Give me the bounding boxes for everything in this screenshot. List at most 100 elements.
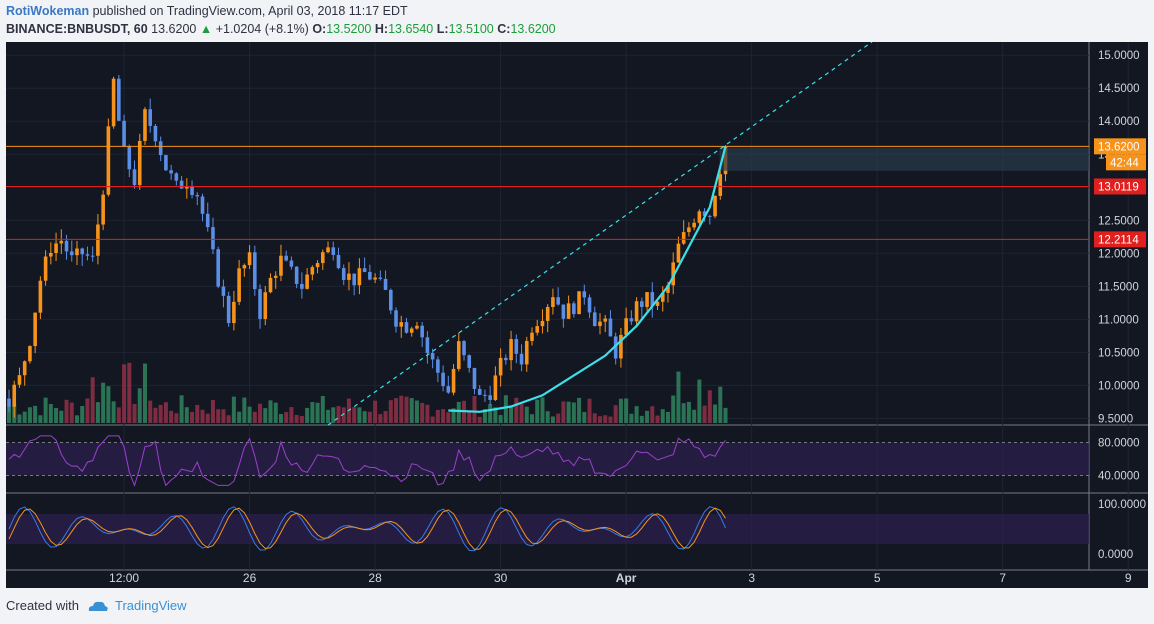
volume-bar xyxy=(80,406,85,423)
candle-body xyxy=(524,340,529,365)
volume-bar xyxy=(566,401,571,423)
candle-body xyxy=(96,224,100,256)
y-tick-label: 10.5000 xyxy=(1098,347,1140,359)
volume-bar xyxy=(263,408,268,423)
volume-bar xyxy=(43,397,48,423)
candle-body xyxy=(22,361,27,376)
volume-bar xyxy=(221,409,226,423)
candle-body xyxy=(702,211,707,216)
volume-bar xyxy=(545,411,550,423)
volume-bar xyxy=(373,400,378,423)
candle-body xyxy=(69,251,74,256)
volume-bar xyxy=(425,404,430,423)
candle-body xyxy=(660,292,665,302)
candle-body xyxy=(619,334,623,359)
candle-body xyxy=(174,173,179,181)
volume-bar xyxy=(692,409,697,423)
candle-body xyxy=(43,256,48,281)
volume-bar xyxy=(122,364,127,423)
candle-body xyxy=(498,357,503,376)
candle-body xyxy=(12,384,17,407)
candle-body xyxy=(650,292,655,306)
volume-bar xyxy=(608,416,613,423)
price-level-label: 13.6200 xyxy=(1098,141,1140,153)
volume-bar xyxy=(550,416,555,423)
volume-bar xyxy=(446,412,451,423)
candle-body xyxy=(645,292,649,307)
volume-bar xyxy=(320,395,325,423)
volume-bar xyxy=(394,398,399,423)
author-link[interactable]: RotiWokeman xyxy=(6,4,90,18)
open-value: 13.5200 xyxy=(326,22,372,36)
volume-bar xyxy=(488,404,493,423)
candle-body xyxy=(137,140,142,186)
rsi-tick-label: 40.0000 xyxy=(1098,471,1140,483)
volume-bar xyxy=(158,404,163,423)
last-price: 13.6200 xyxy=(151,22,197,36)
candle-body xyxy=(592,312,597,327)
candle-body xyxy=(687,227,691,233)
candle-body xyxy=(17,375,22,385)
volume-bar xyxy=(467,411,472,423)
volume-bar xyxy=(556,413,561,423)
volume-bar xyxy=(258,403,263,423)
volume-bar xyxy=(22,411,27,423)
volume-bar xyxy=(665,411,670,423)
candle-body xyxy=(185,186,189,189)
stoch-tick-label: 0.0000 xyxy=(1098,549,1133,561)
candle-body xyxy=(441,372,445,387)
volume-bar xyxy=(645,410,650,423)
volume-bar xyxy=(210,399,215,423)
volume-bar xyxy=(357,407,362,423)
volume-bar xyxy=(273,402,278,423)
volume-bar xyxy=(535,399,540,423)
volume-bar xyxy=(116,407,121,423)
close-label: C: xyxy=(497,22,511,36)
volume-bar xyxy=(482,409,487,423)
volume-bar xyxy=(315,402,320,423)
volume-bar xyxy=(169,410,174,423)
price-level-badge xyxy=(1094,178,1146,195)
chart-canvas[interactable]: 12:00 26 28 30 Apr 3 5 7 9 15.0000 14.5000 14.0000 1… xyxy=(6,41,1148,588)
volume-bar xyxy=(587,398,592,423)
volume-bar xyxy=(519,404,524,423)
candle-body xyxy=(237,268,241,302)
volume-bar xyxy=(378,414,383,423)
high-label: H: xyxy=(374,22,389,36)
candle-body xyxy=(169,170,173,174)
publish-line: RotiWokeman published on TradingView.com… xyxy=(6,4,408,18)
volume-bar xyxy=(95,402,100,423)
price-level-label: 13.0119 xyxy=(1098,181,1139,193)
candle-body xyxy=(514,339,519,354)
volume-bar xyxy=(409,398,414,423)
candle-body xyxy=(671,262,676,286)
candle-body xyxy=(629,318,634,322)
candle-body xyxy=(545,306,550,321)
candle-body xyxy=(655,301,660,306)
volume-bar xyxy=(200,409,205,423)
candle-body xyxy=(446,386,451,393)
candle-body xyxy=(232,301,236,324)
volume-bar xyxy=(650,406,655,423)
chart-svg[interactable]: 12:00 26 28 30 Apr 3 5 7 9 15.0000 14.5000 14.0000 1… xyxy=(6,41,1148,588)
candle-body xyxy=(640,301,644,307)
volume-bar xyxy=(7,406,11,423)
y-tick-label: 9.5000 xyxy=(1098,413,1133,425)
y-tick-label: 14.5000 xyxy=(1098,83,1140,95)
volume-bar xyxy=(498,415,503,423)
volume-bar xyxy=(284,412,289,423)
volume-bar xyxy=(163,402,168,423)
volume-bar xyxy=(142,363,147,423)
volume-bar xyxy=(362,411,367,423)
candle-body xyxy=(300,283,304,289)
volume-bar xyxy=(613,405,618,423)
tradingview-link[interactable]: TradingView xyxy=(87,598,187,613)
candle-body xyxy=(258,289,262,319)
volume-bar xyxy=(64,399,69,423)
volume-bar xyxy=(509,406,514,423)
candle-body xyxy=(577,291,581,315)
candle-body xyxy=(713,195,717,217)
candle-body xyxy=(368,271,372,280)
y-tick-label: 10.0000 xyxy=(1098,380,1140,392)
volume-bar xyxy=(430,416,435,423)
